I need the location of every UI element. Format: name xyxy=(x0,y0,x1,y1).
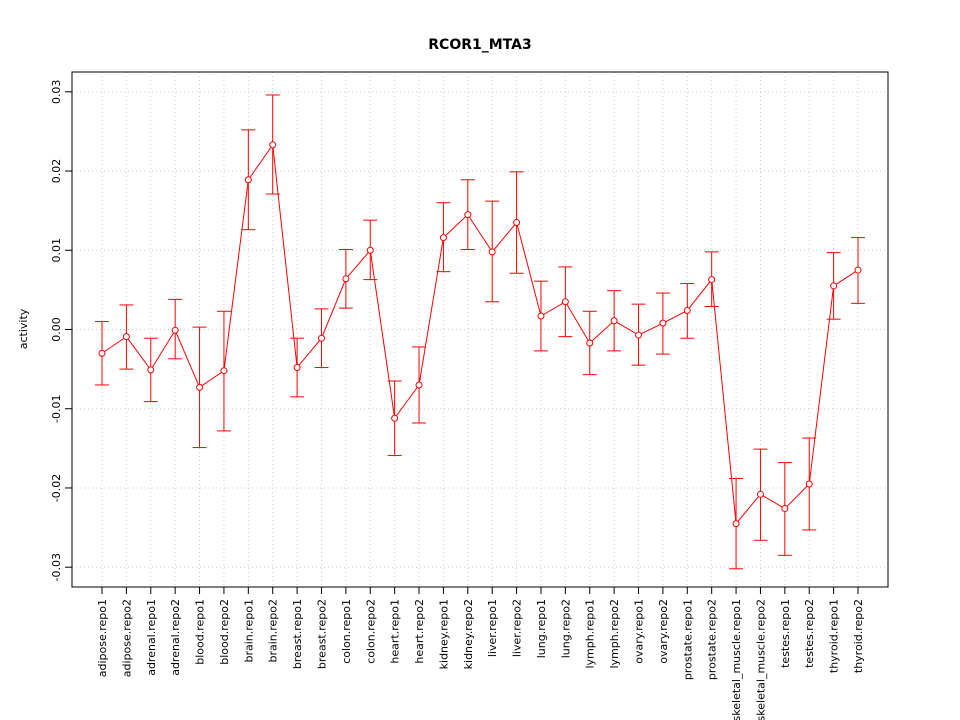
x-tick-label: colon.repo1 xyxy=(340,599,353,664)
data-point xyxy=(342,275,350,283)
data-point xyxy=(488,248,496,256)
data-point xyxy=(756,490,764,498)
x-tick-label: lymph.repo2 xyxy=(608,599,621,669)
y-axis: -0.03 -0.02 -0.01 0.00 0.01 0.02 0.03 xyxy=(50,80,73,581)
x-tick-label: prostate.repo2 xyxy=(706,599,719,680)
x-tick-label: colon.repo2 xyxy=(364,599,377,664)
data-point xyxy=(683,306,691,314)
x-tick-label: lung.repo1 xyxy=(535,599,548,658)
data-point xyxy=(805,480,813,488)
x-tick-label: adrenal.repo2 xyxy=(169,599,182,676)
x-tick-label: ovary.repo2 xyxy=(657,599,670,664)
x-tick-label: breast.repo1 xyxy=(291,599,304,669)
x-tick-label: liver.repo2 xyxy=(511,599,524,657)
y-tick-label: 0.02 xyxy=(50,159,63,184)
x-tick-label: ovary.repo1 xyxy=(633,599,646,664)
y-tick-label: 0.01 xyxy=(50,238,63,263)
data-point xyxy=(732,520,740,528)
x-tick-label: testes.repo1 xyxy=(779,599,792,668)
data-point xyxy=(269,141,277,149)
x-tick-label: thyroid.repo2 xyxy=(852,599,865,673)
x-tick-label: testes.repo2 xyxy=(803,599,816,668)
y-tick-label: -0.01 xyxy=(50,394,63,422)
data-point xyxy=(537,312,545,320)
x-tick-label: breast.repo2 xyxy=(315,599,328,669)
y-tick-label: 0.03 xyxy=(50,80,63,105)
data-point xyxy=(854,266,862,274)
x-tick-label: adipose.repo2 xyxy=(120,599,133,677)
x-tick-label: lymph.repo1 xyxy=(584,599,597,669)
grid-layer xyxy=(72,72,888,587)
x-axis: adipose.repo1 adipose.repo2 adrenal.repo1 a… xyxy=(96,586,865,720)
data-point xyxy=(659,319,667,327)
x-tick-label: kidney.repo2 xyxy=(462,599,475,669)
data-point xyxy=(781,505,789,513)
x-tick-label: liver.repo1 xyxy=(486,599,499,657)
data-point xyxy=(561,298,569,306)
series-layer xyxy=(95,94,865,570)
data-point xyxy=(366,246,374,254)
data-point xyxy=(635,331,643,339)
data-point xyxy=(244,176,252,184)
series-line xyxy=(101,143,859,525)
y-tick-label: -0.02 xyxy=(50,474,63,502)
x-tick-label: lung.repo2 xyxy=(559,599,572,658)
x-tick-label: adrenal.repo1 xyxy=(145,599,158,676)
x-tick-label: adipose.repo1 xyxy=(96,599,109,677)
data-point xyxy=(317,334,325,342)
data-point xyxy=(464,211,472,219)
data-point xyxy=(610,317,618,325)
x-tick-label: heart.repo2 xyxy=(413,599,426,664)
data-point xyxy=(147,366,155,374)
data-point xyxy=(415,381,423,389)
x-tick-label: kidney.repo1 xyxy=(437,599,450,669)
data-point xyxy=(196,383,204,391)
data-point xyxy=(122,333,130,341)
data-point xyxy=(293,364,301,372)
data-point xyxy=(586,339,594,347)
data-point xyxy=(513,219,521,227)
x-tick-label: prostate.repo1 xyxy=(681,599,694,680)
data-point xyxy=(98,349,106,357)
x-tick-label: brain.repo1 xyxy=(242,599,255,663)
x-tick-label: skeletal_muscle.repo2 xyxy=(754,599,767,720)
x-tick-label: blood.repo1 xyxy=(194,599,207,665)
x-tick-label: skeletal_muscle.repo1 xyxy=(730,599,743,720)
x-tick-label: heart.repo1 xyxy=(389,599,402,664)
chart-title: RCOR1_MTA3 xyxy=(428,37,531,53)
y-axis-label: activity xyxy=(17,308,30,349)
data-point xyxy=(391,414,399,422)
x-tick-label: brain.repo2 xyxy=(267,599,280,663)
data-point xyxy=(439,234,447,242)
data-point xyxy=(220,367,228,375)
x-tick-label: blood.repo2 xyxy=(218,599,231,665)
y-tick-label: 0.00 xyxy=(50,317,63,342)
data-point xyxy=(708,276,716,284)
data-point xyxy=(171,326,179,334)
x-tick-label: thyroid.repo1 xyxy=(828,599,841,673)
data-point xyxy=(830,282,838,290)
y-tick-label: -0.03 xyxy=(50,553,63,581)
